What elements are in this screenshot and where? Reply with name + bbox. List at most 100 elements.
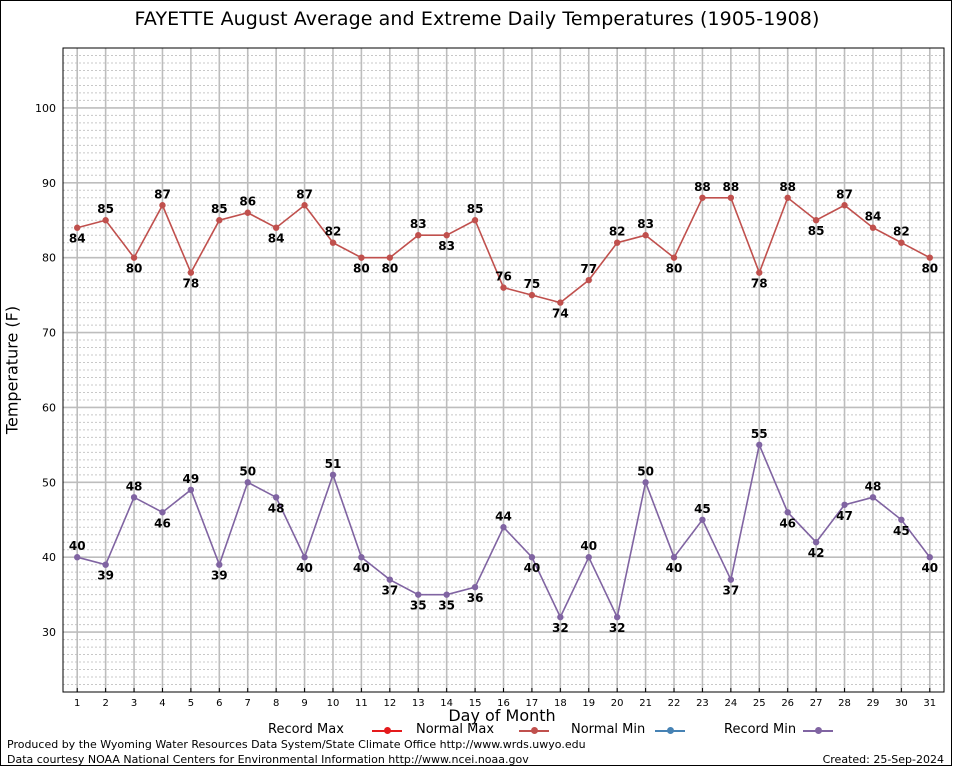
data-label: 32: [552, 621, 569, 635]
x-tick-label: 17: [526, 698, 539, 709]
data-point: [926, 554, 933, 561]
data-label: 80: [666, 262, 683, 276]
data-point: [102, 217, 109, 224]
y-tick-label: 70: [42, 327, 56, 340]
data-point: [699, 516, 706, 523]
data-label: 46: [779, 516, 796, 530]
data-label: 85: [808, 224, 825, 238]
x-tick-label: 12: [383, 698, 396, 709]
data-point: [159, 202, 166, 209]
data-label: 49: [183, 472, 200, 486]
data-label: 40: [666, 561, 683, 575]
data-point: [756, 441, 763, 449]
data-point: [670, 554, 678, 561]
x-tick-label: 6: [216, 698, 222, 709]
data-point: [216, 217, 223, 224]
y-tick-label: 100: [35, 102, 56, 115]
data-point: [528, 554, 536, 561]
data-label: 84: [268, 232, 285, 246]
data-label: 83: [410, 217, 427, 231]
data-point: [613, 239, 621, 246]
x-tick-label: 3: [131, 698, 137, 709]
data-label: 82: [325, 225, 342, 239]
legend-item-record-min: Record Min: [724, 722, 833, 737]
data-label: 83: [637, 217, 654, 231]
data-point: [585, 554, 592, 561]
x-tick-label: 1: [74, 698, 80, 709]
data-label: 42: [808, 546, 825, 560]
legend-label: Normal Min: [571, 722, 646, 737]
x-tick-label: 15: [469, 698, 482, 709]
data-label: 46: [154, 516, 171, 530]
credit-line-1: Produced by the Wyoming Water Resources …: [7, 738, 586, 751]
created-date: Created: 25-Sep-2024: [822, 753, 944, 766]
data-label: 80: [921, 262, 938, 276]
data-label: 82: [893, 225, 910, 239]
y-tick-label: 50: [42, 476, 56, 489]
data-label: 32: [609, 621, 626, 635]
data-label: 48: [865, 479, 882, 493]
data-point: [244, 479, 251, 486]
data-point: [187, 486, 195, 494]
data-label: 84: [69, 232, 86, 246]
x-tick-label: 20: [611, 698, 624, 709]
data-point: [926, 254, 933, 261]
x-tick-label: 8: [273, 698, 279, 709]
data-label: 40: [353, 561, 370, 575]
data-point: [500, 284, 507, 291]
data-point: [727, 576, 735, 583]
data-label: 80: [353, 262, 370, 276]
data-label: 78: [183, 277, 200, 291]
data-point: [841, 501, 848, 508]
data-label: 47: [836, 509, 853, 523]
data-point: [130, 494, 138, 501]
data-label: 74: [552, 307, 569, 321]
data-point: [329, 239, 337, 246]
data-point: [358, 254, 365, 261]
legend-label: Normal Max: [416, 722, 495, 737]
data-point: [812, 539, 820, 546]
data-label: 75: [524, 277, 541, 291]
data-label: 39: [211, 569, 228, 583]
data-label: 87: [836, 187, 853, 201]
data-point: [670, 254, 678, 261]
data-point: [557, 299, 564, 306]
x-tick-label: 5: [188, 698, 194, 709]
legend-swatch: [372, 727, 402, 734]
x-axis-label: Day of Month: [448, 706, 556, 725]
data-label: 85: [211, 202, 228, 216]
data-label: 40: [524, 561, 541, 575]
data-point: [841, 202, 848, 209]
data-label: 50: [637, 464, 654, 478]
data-point: [471, 217, 479, 224]
y-tick-label: 90: [42, 177, 56, 190]
data-point: [187, 269, 195, 276]
data-label: 35: [410, 599, 427, 613]
x-tick-label: 10: [327, 698, 340, 709]
data-label: 84: [865, 210, 882, 224]
data-label: 88: [723, 180, 740, 194]
data-point: [699, 194, 706, 201]
data-point: [102, 561, 109, 568]
data-point: [386, 576, 394, 583]
legend-item-normal-min: Normal Min: [571, 722, 685, 737]
data-label: 40: [921, 561, 938, 575]
data-point: [756, 269, 763, 276]
x-tick-label: 11: [355, 698, 368, 709]
x-tick-label: 25: [753, 698, 766, 709]
data-point: [500, 524, 507, 531]
data-label: 80: [381, 262, 398, 276]
legend-swatch: [655, 727, 685, 734]
x-tick-label: 4: [159, 698, 165, 709]
data-point: [415, 591, 422, 598]
y-tick-label: 30: [42, 626, 56, 639]
data-point: [585, 276, 592, 284]
x-tick-label: 29: [867, 698, 880, 709]
data-label: 85: [97, 202, 114, 216]
data-point: [613, 613, 621, 621]
legend-label: Record Max: [268, 722, 344, 737]
x-tick-label: 21: [639, 698, 652, 709]
x-tick-label: 13: [412, 698, 425, 709]
data-label: 36: [467, 591, 484, 605]
